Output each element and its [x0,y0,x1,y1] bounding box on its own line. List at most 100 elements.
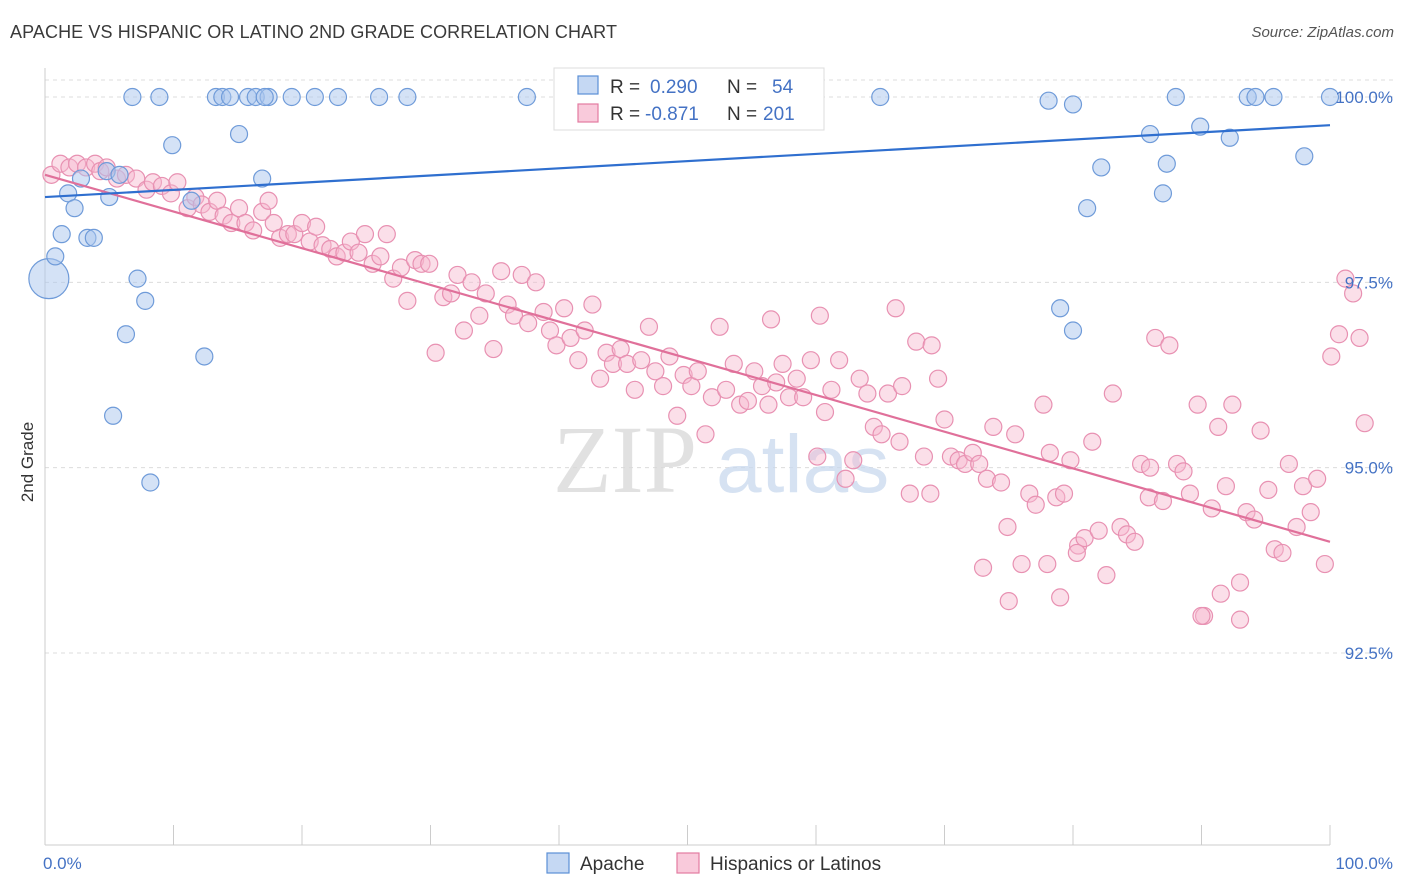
apache-point [305,87,324,107]
watermark-atlas: atlas [716,419,889,510]
hispanics-point [1075,528,1094,548]
hispanics-point [412,254,431,273]
hispanics-point [963,443,982,462]
hispanics-point [773,354,792,373]
hispanics-point [1038,554,1057,574]
hispanics-point [696,425,715,444]
hispanics-point [1111,517,1130,537]
legend-bottom-swatch-apache [546,852,570,874]
hispanics-point [872,425,891,444]
hispanics-point [977,469,997,488]
hispanics-point [1040,443,1059,462]
hispanics-point [1139,488,1158,507]
hispanics-point [1336,269,1355,288]
apache-point [282,87,301,107]
hispanics-point [512,265,531,285]
hispanics-point [321,239,340,259]
legend-n-label-hispanics: N = [727,104,757,125]
hispanics-point [1230,573,1250,592]
hispanics-point [462,273,481,292]
hispanics-point [1083,432,1102,451]
hispanics-point [426,343,445,362]
hispanics-point [914,447,934,466]
hispanics-point [168,173,187,192]
hispanics-point [1230,610,1250,629]
hispanics-point [583,295,602,314]
hispanics-point [292,213,312,233]
hispanics-point [1146,328,1165,348]
hispanics-point [702,388,722,407]
hispanics-point [716,380,736,399]
apache-point [28,258,70,300]
legend-bottom-label-apache: Apache [580,854,644,875]
apache-point [1092,158,1111,177]
hispanics-point [214,206,233,225]
hispanics-point [1293,477,1313,496]
legend-swatch-apache [577,75,599,95]
hispanics-point [808,447,827,466]
hispanics-point [991,473,1011,492]
legend-n-value-hispanics: 201 [763,104,795,125]
x-tick-label: 100.0% [1335,854,1393,873]
legend-r-label-hispanics: R = [610,104,640,125]
hispanics-point [830,351,849,370]
legend-r-value-apache: 0.290 [650,77,698,98]
legend-bottom-label-hispanics: Hispanics or Latinos [710,854,881,875]
hispanics-point [1279,454,1298,474]
apache-point [136,291,155,310]
apache-point [141,473,160,492]
hispanics-point [137,180,156,199]
legend-bottom: Apache Hispanics or Latinos [546,852,881,875]
hispanics-point [1117,525,1137,544]
hispanics-point [1089,521,1108,540]
hispanics-point [1192,606,1211,626]
hispanics-point [1026,495,1045,514]
apache-point [871,87,890,107]
apache-point [1220,128,1239,147]
hispanics-point [561,328,580,348]
legend-bottom-swatch-hispanics [676,852,700,874]
hispanics-point [1103,384,1122,403]
hispanics-point [1211,584,1230,603]
hispanics-point [454,321,474,340]
hispanics-point [1174,462,1193,481]
hispanics-point [1069,536,1088,555]
hispanics-point [1223,395,1242,414]
hispanics-point [1153,491,1173,511]
apache-point [1295,147,1314,166]
hispanics-point [1259,480,1278,500]
hispanics-point [850,369,869,388]
apache-point [328,87,348,107]
apache-point [110,165,129,184]
hispanics-point [1067,543,1086,563]
apache-point [123,87,142,107]
hispanics-point [526,273,545,292]
hispanics-point [922,336,941,355]
apache-point [229,124,249,144]
legend-r-value-hispanics: -0.871 [645,104,699,125]
hispanics-point [822,380,841,399]
hispanics-point [998,517,1017,537]
hispanics-point [1006,425,1025,444]
hispanics-point [1054,484,1074,503]
apache-point [1051,299,1070,318]
hispanics-point [973,558,993,577]
apache-point [182,191,201,210]
hispanics-point [492,262,511,281]
hispanics-point [504,306,524,325]
hispanics-point [900,484,919,503]
apache-point [1153,184,1173,203]
hispanics-point [349,243,368,262]
legend-top: R = 0.290 N = 54 R = -0.871 N = 201 [553,67,825,131]
hispanics-point [688,362,707,381]
hispanics-point [1329,325,1349,344]
hispanics-point [815,402,835,422]
apache-point [128,269,147,288]
hispanics-point [858,384,877,403]
hispanics-point [787,369,806,388]
apache-point [1063,321,1083,340]
apache-point [1157,154,1176,173]
apache-point [398,87,417,107]
legend-r-label-apache: R = [610,77,640,98]
